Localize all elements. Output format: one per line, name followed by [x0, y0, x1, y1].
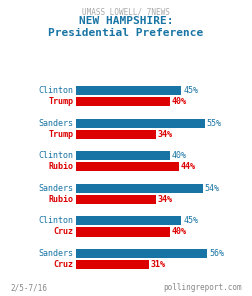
Bar: [76, 151, 170, 160]
Bar: [76, 97, 170, 106]
Text: 55%: 55%: [207, 119, 222, 128]
Text: Rubio: Rubio: [48, 162, 73, 171]
Text: Sanders: Sanders: [38, 249, 73, 258]
Text: 40%: 40%: [172, 151, 186, 160]
Text: 54%: 54%: [204, 184, 219, 193]
Text: 34%: 34%: [158, 130, 172, 139]
Text: Trump: Trump: [48, 130, 73, 139]
Text: Rubio: Rubio: [48, 195, 73, 204]
Text: 45%: 45%: [183, 216, 198, 226]
Bar: [76, 86, 181, 95]
Bar: [76, 184, 203, 193]
Bar: [76, 227, 170, 237]
Bar: [76, 260, 148, 269]
Text: 44%: 44%: [181, 162, 196, 171]
Text: Cruz: Cruz: [53, 227, 73, 237]
Text: 40%: 40%: [172, 227, 186, 237]
Bar: [76, 162, 179, 171]
Text: 2/5-7/16: 2/5-7/16: [10, 284, 47, 292]
Text: Clinton: Clinton: [38, 216, 73, 226]
Text: Trump: Trump: [48, 97, 73, 106]
Text: NEW HAMPSHIRE:
Presidential Preference: NEW HAMPSHIRE: Presidential Preference: [48, 16, 204, 38]
Bar: [76, 119, 205, 128]
Text: Cruz: Cruz: [53, 260, 73, 269]
Text: Sanders: Sanders: [38, 184, 73, 193]
Bar: [76, 249, 207, 258]
Text: Clinton: Clinton: [38, 151, 73, 160]
Text: UMASS LOWELL/ 7NEWS: UMASS LOWELL/ 7NEWS: [82, 7, 170, 16]
Text: 31%: 31%: [150, 260, 165, 269]
Text: 56%: 56%: [209, 249, 224, 258]
Bar: [76, 195, 155, 204]
Text: 34%: 34%: [158, 195, 172, 204]
Text: 40%: 40%: [172, 97, 186, 106]
Bar: [76, 216, 181, 226]
Text: pollingreport.com: pollingreport.com: [163, 284, 242, 292]
Text: 45%: 45%: [183, 86, 198, 95]
Text: Sanders: Sanders: [38, 119, 73, 128]
Text: Clinton: Clinton: [38, 86, 73, 95]
Bar: [76, 130, 155, 139]
